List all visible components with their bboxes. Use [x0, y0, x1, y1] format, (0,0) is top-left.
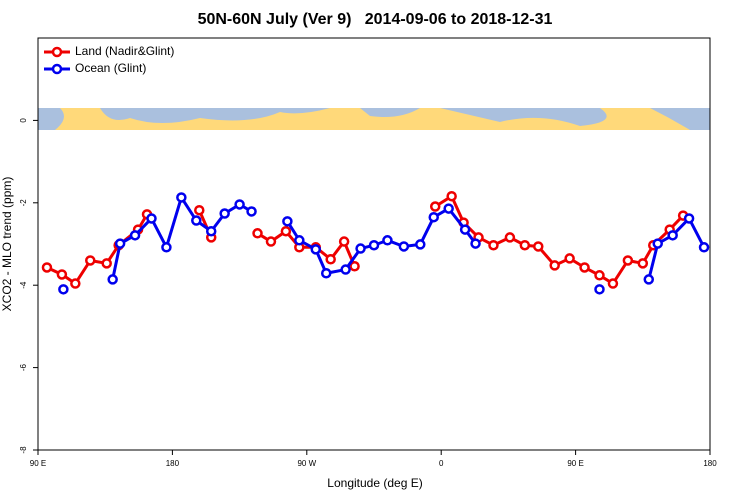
point — [282, 216, 293, 227]
y-tick-label: 0 — [19, 118, 28, 123]
point — [246, 206, 257, 217]
point — [129, 230, 141, 241]
point — [622, 255, 634, 266]
y-axis-label: XCO2 - MLO trend (ppm) — [0, 177, 14, 312]
point — [146, 213, 157, 224]
point — [58, 284, 69, 295]
legend-marker — [51, 46, 63, 58]
point — [415, 239, 426, 250]
point — [325, 253, 336, 265]
point — [652, 238, 663, 249]
point — [101, 258, 112, 269]
point — [607, 278, 619, 289]
point — [338, 236, 350, 247]
point — [70, 278, 81, 289]
legend-marker — [51, 63, 63, 75]
point — [252, 228, 263, 239]
point — [428, 211, 439, 223]
point — [340, 264, 351, 275]
legend-label: Land (Nadir&Glint) — [75, 44, 174, 58]
point — [355, 243, 366, 254]
point — [161, 242, 172, 253]
series-line — [46, 194, 685, 286]
point — [194, 204, 205, 216]
point — [470, 238, 481, 249]
point — [504, 232, 516, 243]
point — [368, 239, 380, 251]
point — [265, 236, 277, 247]
y-tick-label: -6 — [19, 363, 28, 371]
plot-frame — [37, 37, 711, 451]
point — [488, 239, 499, 251]
point — [382, 235, 393, 246]
point — [579, 262, 590, 273]
point — [41, 262, 53, 273]
x-tick-label: 180 — [166, 459, 180, 468]
point — [698, 242, 710, 253]
x-tick-label: 90 E — [30, 459, 46, 468]
point — [320, 268, 332, 279]
chart-title: 50N-60N July (Ver 9) 2014-09-06 to 2018-… — [198, 11, 553, 28]
point — [349, 260, 360, 272]
y-tick-label: -4 — [19, 281, 28, 289]
map-ocean — [38, 108, 710, 130]
point — [594, 270, 605, 281]
point — [107, 274, 118, 285]
x-tick-label: 90 E — [567, 459, 583, 468]
y-tick-label: -2 — [19, 199, 28, 207]
point — [533, 241, 544, 252]
point — [398, 241, 410, 252]
point — [643, 274, 655, 285]
point — [667, 230, 678, 241]
point — [549, 260, 560, 271]
point — [594, 284, 605, 295]
legend-label: Ocean (Glint) — [75, 61, 146, 75]
point — [234, 199, 245, 210]
point — [205, 225, 217, 237]
point — [564, 253, 575, 264]
point — [443, 203, 454, 214]
point — [85, 255, 96, 266]
map-band — [38, 108, 710, 130]
point — [294, 235, 305, 246]
x-tick-label: 180 — [703, 459, 717, 468]
x-tick-label: 0 — [439, 459, 444, 468]
point — [176, 192, 187, 203]
point — [56, 269, 68, 280]
point — [219, 208, 230, 219]
point — [191, 215, 202, 226]
point — [446, 190, 457, 202]
point — [519, 239, 531, 251]
x-tick-label: 90 W — [297, 459, 316, 468]
point — [637, 258, 649, 269]
point — [459, 224, 471, 235]
point — [683, 213, 695, 224]
x-axis-label: Longitude (deg E) — [327, 476, 422, 490]
y-tick-label: -8 — [19, 446, 28, 454]
point — [114, 238, 126, 249]
point — [310, 244, 322, 255]
point — [429, 201, 441, 212]
point — [280, 225, 292, 237]
